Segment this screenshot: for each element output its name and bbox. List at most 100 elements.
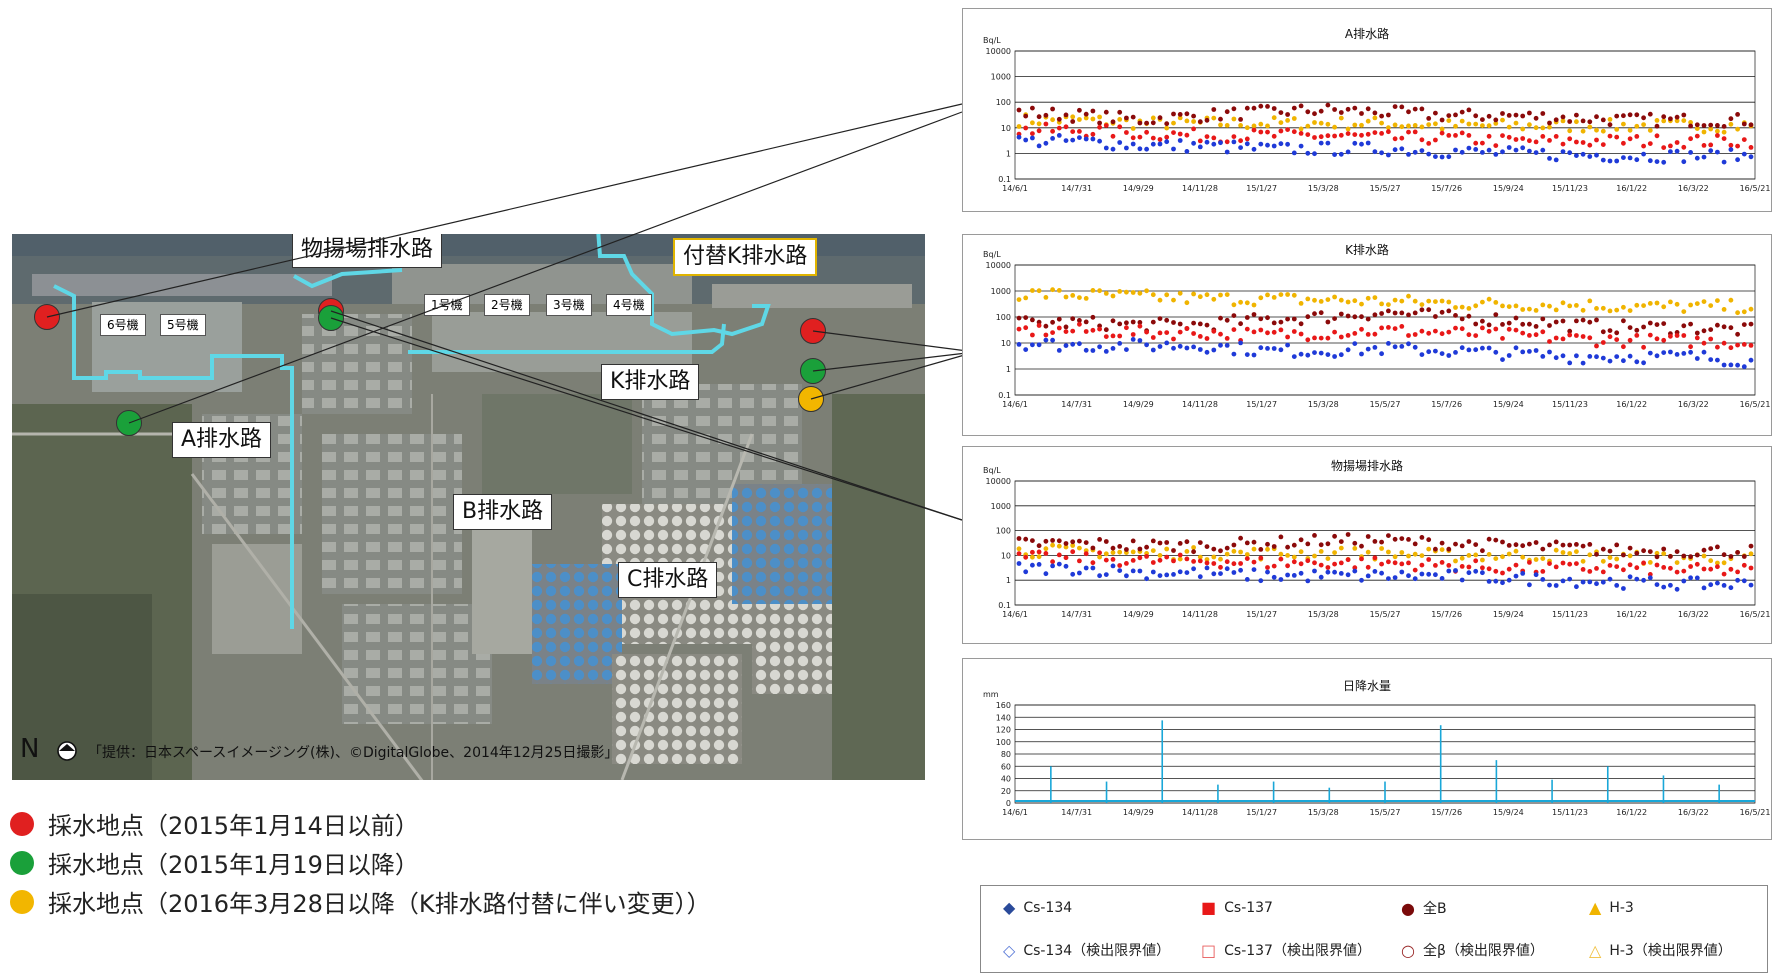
data-point [1386, 549, 1391, 555]
data-point [1191, 344, 1196, 350]
data-point [1298, 570, 1304, 576]
data-point [1338, 115, 1344, 121]
data-point [1312, 350, 1317, 355]
data-point [1224, 109, 1230, 115]
data-point [1466, 347, 1472, 353]
data-point [1459, 130, 1465, 136]
data-point [1453, 325, 1458, 331]
data-point [1224, 139, 1230, 145]
data-point [1634, 112, 1640, 118]
circle-icon: ● [1401, 898, 1415, 918]
data-point [1030, 538, 1035, 543]
data-point [1634, 333, 1640, 338]
data-point [1708, 582, 1714, 588]
data-point [1036, 288, 1042, 294]
data-point [1480, 325, 1485, 331]
data-point [1063, 124, 1069, 130]
data-point [1748, 543, 1754, 549]
x-tick-label: 15/7/26 [1431, 808, 1462, 817]
data-point [1433, 110, 1438, 116]
data-point [1647, 549, 1653, 554]
data-point [1708, 148, 1714, 154]
label-b-drain: B排水路 [453, 494, 553, 530]
x-tick-label: 14/9/29 [1123, 184, 1154, 193]
data-point [1600, 117, 1606, 123]
data-point [1433, 546, 1438, 552]
data-point [1043, 337, 1049, 343]
data-point [1312, 151, 1317, 157]
data-point [1466, 133, 1472, 138]
data-point [1077, 545, 1082, 551]
diamond-icon: ◆ [1003, 898, 1016, 917]
data-point [1735, 362, 1740, 368]
data-point [1715, 133, 1720, 138]
data-point [1110, 133, 1116, 139]
data-point [1359, 141, 1364, 147]
data-point [1036, 543, 1042, 549]
data-point [1694, 552, 1700, 558]
y-tick-label: 1 [1006, 365, 1011, 374]
data-point [1177, 541, 1183, 546]
data-point [1083, 115, 1089, 121]
data-point [1654, 554, 1660, 560]
data-point [1506, 543, 1512, 548]
chart-legend-item: ● 全B [1401, 898, 1447, 918]
data-point [1486, 322, 1492, 328]
data-point [1392, 326, 1398, 331]
data-point [1050, 136, 1055, 141]
data-point [1271, 295, 1277, 300]
data-point [1459, 326, 1465, 332]
data-point [1459, 345, 1465, 351]
data-point [1634, 576, 1640, 582]
data-point [1574, 549, 1579, 554]
data-point [1574, 353, 1579, 359]
data-point [1607, 563, 1613, 568]
data-point [1735, 112, 1740, 117]
data-point [1547, 339, 1552, 344]
data-point [1110, 119, 1116, 125]
data-point [1365, 564, 1371, 570]
data-point [1191, 566, 1196, 572]
data-point [1144, 576, 1149, 582]
data-point [1661, 145, 1667, 151]
data-point [1466, 570, 1472, 576]
data-point [1433, 314, 1438, 319]
data-point [1540, 147, 1546, 153]
x-tick-label: 16/3/22 [1678, 400, 1709, 409]
data-point [1050, 287, 1055, 293]
data-point [1661, 321, 1667, 326]
data-point [1634, 134, 1640, 139]
data-point [1056, 561, 1062, 567]
data-point [1332, 316, 1337, 321]
data-point [1211, 571, 1217, 577]
data-point [1459, 555, 1465, 561]
data-point [1594, 306, 1599, 311]
data-point [1204, 117, 1210, 123]
data-point [1077, 538, 1082, 544]
data-point [1513, 147, 1519, 153]
data-point [1184, 132, 1190, 138]
data-point [1325, 541, 1331, 547]
data-point [1433, 137, 1438, 143]
data-point [1688, 349, 1693, 355]
data-point [1721, 124, 1727, 129]
data-point [1332, 107, 1337, 112]
data-point [1338, 334, 1344, 340]
data-point [1177, 329, 1183, 335]
y-tick-label: 0.1 [998, 391, 1011, 400]
data-point [1600, 355, 1606, 361]
data-point [1681, 159, 1687, 165]
data-point [1325, 335, 1331, 341]
data-point [1244, 552, 1250, 557]
data-point [1513, 120, 1519, 126]
data-point [1715, 357, 1720, 363]
data-point [1110, 563, 1116, 569]
data-point [1386, 341, 1391, 346]
data-point [1574, 119, 1579, 125]
diamond-outline-icon: ◇ [1003, 940, 1016, 960]
data-point [1614, 564, 1620, 569]
data-point [1419, 124, 1425, 130]
data-point [1614, 556, 1620, 562]
data-point [1513, 327, 1519, 333]
data-point [1701, 328, 1707, 334]
